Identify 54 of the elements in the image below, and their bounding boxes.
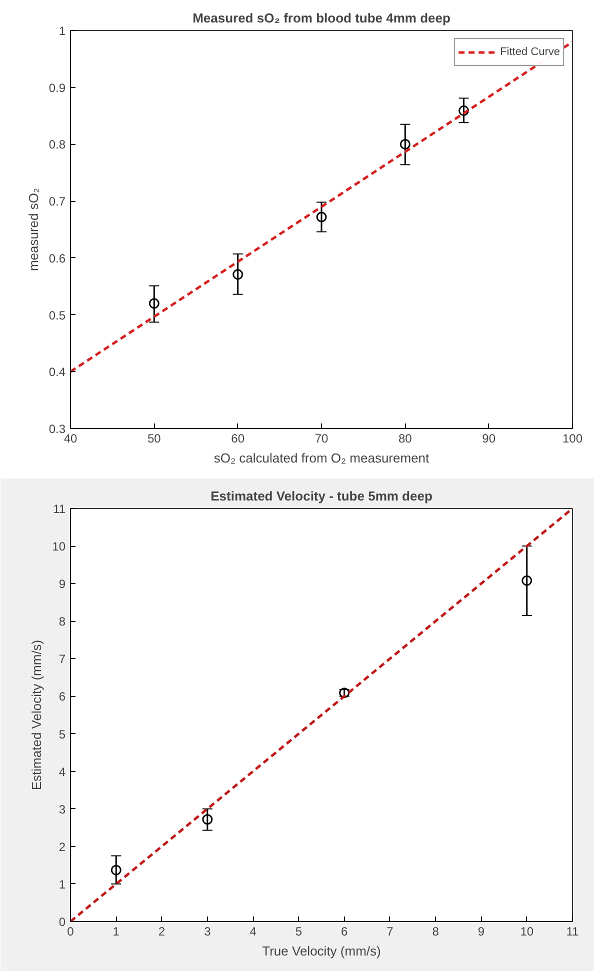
x-tick-label: 4 [250,924,257,938]
y-tick-label: 9 [58,577,66,592]
x-tick-label: 0 [67,924,74,938]
x-tick-label: 5 [295,924,302,938]
y-tick-label: 0.6 [48,251,66,266]
x-tick-label: 90 [482,432,496,446]
chart-title: Measured sO₂ from blood tube 4mm deep [192,10,450,26]
x-tick-label: 70 [314,432,328,446]
x-tick-label: 9 [478,924,485,938]
y-tick-label: 5 [58,727,66,742]
chart-title: Estimated Velocity - tube 5mm deep [210,488,432,504]
y-tick-label: 7 [58,652,66,666]
x-tick-label: 1 [112,924,120,938]
legend-label: Fitted Curve [500,46,560,58]
y-tick-label: 0.7 [48,194,66,209]
x-tick-label: 50 [147,432,162,446]
x-tick-label: 6 [340,924,348,938]
point [522,575,532,586]
x-tick-label: 8 [432,924,440,938]
y-tick-label: 4 [58,764,66,779]
x-tick-label: 11 [566,924,580,938]
y-tick-label: 1 [58,877,66,892]
x-tick-label: 80 [398,432,412,446]
y-tick-label: 0.4 [48,365,66,380]
x-axis-title: True Velocity (mm/s) [262,944,381,958]
x-tick-label: 7 [386,924,394,938]
point [110,864,122,876]
y-tick-label: 0.3 [48,422,66,436]
y-tick-label: 0.8 [48,138,66,152]
x-tick-label: 40 [64,432,78,446]
point [202,814,213,825]
y-tick-label: 11 [53,502,66,516]
point [400,138,410,150]
point [148,298,160,309]
y-tick-label: 0 [58,915,66,929]
point [232,269,244,280]
y-tick-label: 3 [58,802,66,816]
y-tick-label: 10 [52,540,66,554]
x-axis-title: sO₂ calculated from O₂ measurement [214,450,430,466]
x-tick-label: 100 [562,432,583,446]
y-tick-label: 1 [58,24,66,38]
y-tick-label: 0.5 [48,308,66,322]
x-tick-label: 10 [520,924,534,938]
y-tick-label: 6 [58,690,66,704]
x-tick-label: 60 [231,432,245,446]
x-tick-label: 2 [158,924,166,938]
y-axis-title: measured sO₂ [26,188,41,272]
x-tick-label: 3 [204,924,212,938]
y-tick-label: 8 [58,614,66,629]
point [458,105,469,116]
point [316,212,327,222]
y-tick-label: 2 [58,840,66,854]
y-tick-label: 0.9 [48,80,66,95]
y-axis-title: Estimated Velocity (mm/s) [29,640,44,790]
